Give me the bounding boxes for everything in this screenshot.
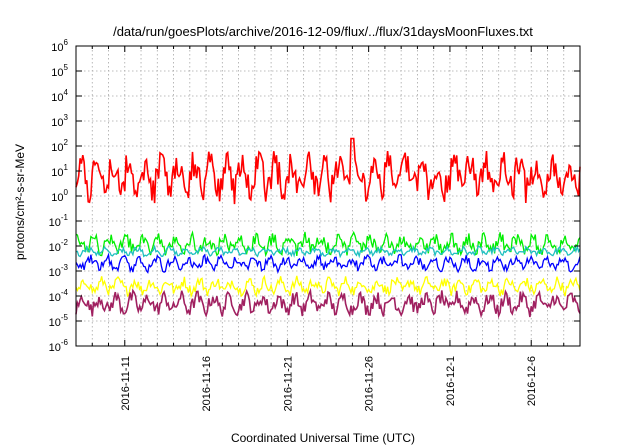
chart-title: /data/run/goesPlots/archive/2016-12-09/f… xyxy=(113,24,533,39)
axes xyxy=(75,45,581,347)
series-line-4 xyxy=(75,244,581,259)
y-tick-label: 106 xyxy=(51,38,68,54)
x-tick-label: 2016-11-26 xyxy=(364,356,376,411)
x-tick-label: 2016-12-1 xyxy=(445,356,457,406)
y-axis-label: protons/cm²-s-sr-MeV xyxy=(13,144,27,260)
series-line-1 xyxy=(75,137,581,205)
plot-frame xyxy=(75,45,581,347)
x-tick-label: 2016-12-6 xyxy=(526,356,538,406)
y-tick-label: 10-4 xyxy=(49,288,69,304)
series-layer xyxy=(75,137,581,319)
y-tick-label: 10-2 xyxy=(49,238,69,254)
y-tick-label: 10-3 xyxy=(49,263,69,279)
y-tick-label: 103 xyxy=(51,113,68,129)
x-tick-label: 2016-11-16 xyxy=(201,356,213,411)
y-tick-label: 10-6 xyxy=(49,338,69,354)
y-tick-label: 10-5 xyxy=(49,313,69,329)
x-axis-label: Coordinated Universal Time (UTC) xyxy=(231,431,415,445)
series-line-5 xyxy=(75,274,581,299)
x-tick-label: 2016-11-21 xyxy=(282,356,294,411)
x-tick-label: 2016-11-11 xyxy=(120,356,132,411)
y-tick-label: 10-1 xyxy=(49,213,69,229)
series-line-3 xyxy=(75,252,581,274)
y-tick-label: 105 xyxy=(51,63,68,79)
y-tick-label: 100 xyxy=(51,188,68,204)
y-tick-label: 102 xyxy=(51,138,68,154)
y-tick-label: 104 xyxy=(51,88,68,104)
y-tick-label: 101 xyxy=(51,163,68,179)
x-tick-labels: 2016-11-11 2016-11-16 2016-11-21 2016-11-26… xyxy=(120,356,538,411)
grid xyxy=(76,46,580,346)
series-line-2 xyxy=(75,230,581,258)
y-tick-labels: 10-6 10-5 10-4 10-3 10-2 10-1 100 101 102 103 104 1… xyxy=(49,38,69,354)
series-line-6 xyxy=(75,287,581,319)
